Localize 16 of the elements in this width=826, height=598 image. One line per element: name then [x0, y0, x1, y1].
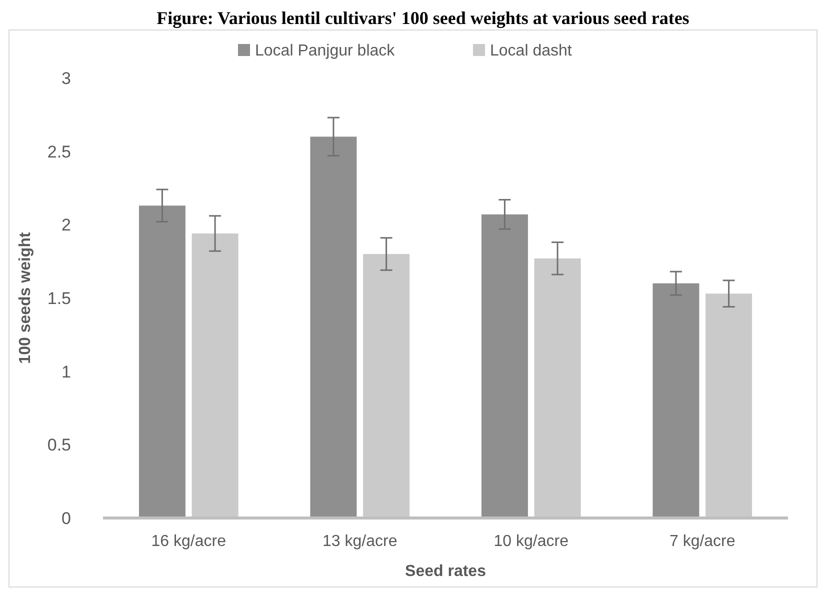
x-tick-label: 16 kg/acre — [151, 533, 226, 550]
x-tick-label: 13 kg/acre — [322, 533, 398, 550]
y-tick-label: 3 — [62, 68, 71, 88]
y-tick-label: 0.5 — [47, 436, 71, 455]
y-tick-label: 2 — [62, 216, 71, 235]
chart-title: Figure: Various lentil cultivars' 100 seed weights at various seed rates — [156, 8, 690, 28]
legend-label: Local Panjgur black — [255, 42, 396, 60]
x-axis-title: Seed rates — [405, 563, 486, 580]
x-tick-label: 10 kg/acre — [494, 533, 569, 550]
y-tick-label: 1.5 — [47, 288, 71, 308]
y-tick-label: 2.5 — [47, 142, 71, 162]
y-axis-title: 100 seeds weight — [17, 232, 34, 364]
y-tick-label: 1 — [62, 362, 71, 382]
legend-label: Local dasht — [490, 42, 572, 60]
y-tick-label: 0 — [62, 508, 71, 528]
x-tick-label: 7 kg/acre — [669, 533, 736, 550]
